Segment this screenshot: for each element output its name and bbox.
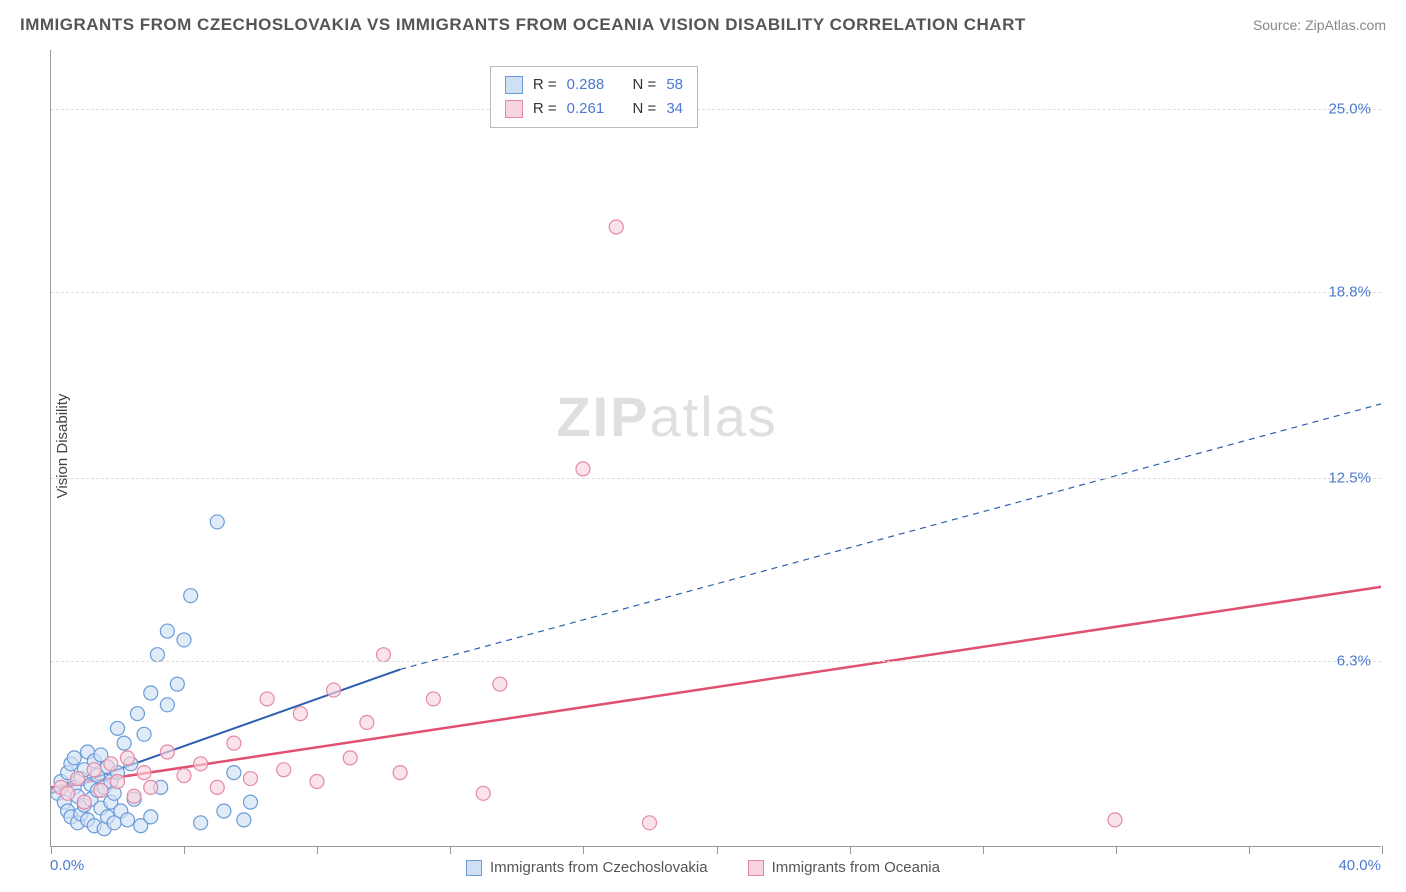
- stats-row: R = 0.288 N = 58: [505, 73, 683, 97]
- data-point: [576, 462, 590, 476]
- n-value: 58: [666, 73, 683, 97]
- series-swatch: [505, 100, 523, 118]
- data-point: [160, 698, 174, 712]
- n-label: N =: [633, 97, 657, 121]
- data-point: [144, 810, 158, 824]
- data-point: [130, 707, 144, 721]
- data-point: [144, 686, 158, 700]
- data-point: [137, 766, 151, 780]
- gridline: [51, 292, 1381, 293]
- data-point: [277, 763, 291, 777]
- data-point: [160, 745, 174, 759]
- data-point: [210, 780, 224, 794]
- data-point: [426, 692, 440, 706]
- data-point: [1108, 813, 1122, 827]
- series-swatch: [748, 860, 764, 876]
- x-tick: [983, 846, 984, 854]
- data-point: [111, 721, 125, 735]
- x-tick: [1382, 846, 1383, 854]
- data-point: [293, 707, 307, 721]
- chart-plot-area: ZIPatlas R = 0.288 N = 58 R = 0.261 N = …: [50, 50, 1381, 847]
- x-tick: [1116, 846, 1117, 854]
- x-tick: [51, 846, 52, 854]
- series-swatch: [466, 860, 482, 876]
- data-point: [61, 786, 75, 800]
- legend-label: Immigrants from Oceania: [772, 859, 940, 876]
- correlation-stats-box: R = 0.288 N = 58 R = 0.261 N = 34: [490, 66, 698, 128]
- data-point: [609, 220, 623, 234]
- gridline: [51, 661, 1381, 662]
- data-point: [144, 780, 158, 794]
- data-point: [217, 804, 231, 818]
- y-tick-label: 25.0%: [1328, 101, 1371, 118]
- data-point: [237, 813, 251, 827]
- r-value: 0.261: [567, 97, 605, 121]
- data-point: [476, 786, 490, 800]
- y-tick-label: 18.8%: [1328, 284, 1371, 301]
- legend-item: Immigrants from Czechoslovakia: [466, 859, 708, 876]
- r-label: R =: [533, 97, 557, 121]
- data-point: [111, 775, 125, 789]
- y-tick-label: 6.3%: [1337, 653, 1371, 670]
- data-point: [170, 677, 184, 691]
- x-tick: [184, 846, 185, 854]
- scatter-plot-svg: [51, 50, 1381, 846]
- trend-line: [51, 587, 1381, 788]
- data-point: [67, 751, 81, 765]
- x-tick: [717, 846, 718, 854]
- data-point: [642, 816, 656, 830]
- gridline: [51, 109, 1381, 110]
- data-point: [87, 763, 101, 777]
- series-swatch: [505, 76, 523, 94]
- data-point: [117, 736, 131, 750]
- data-point: [210, 515, 224, 529]
- x-tick: [850, 846, 851, 854]
- data-point: [177, 769, 191, 783]
- data-point: [244, 772, 258, 786]
- data-point: [260, 692, 274, 706]
- n-value: 34: [666, 97, 683, 121]
- data-point: [227, 736, 241, 750]
- data-point: [327, 683, 341, 697]
- data-point: [343, 751, 357, 765]
- data-point: [493, 677, 507, 691]
- data-point: [120, 813, 134, 827]
- trend-line-extrapolated: [400, 404, 1381, 669]
- y-tick-label: 12.5%: [1328, 470, 1371, 487]
- x-tick: [1249, 846, 1250, 854]
- x-tick: [450, 846, 451, 854]
- data-point: [150, 648, 164, 662]
- data-point: [244, 795, 258, 809]
- chart-legend: Immigrants from Czechoslovakia Immigrants…: [0, 859, 1406, 876]
- data-point: [227, 766, 241, 780]
- data-point: [127, 789, 141, 803]
- n-label: N =: [633, 73, 657, 97]
- data-point: [160, 624, 174, 638]
- data-point: [184, 589, 198, 603]
- data-point: [177, 633, 191, 647]
- chart-source: Source: ZipAtlas.com: [1253, 17, 1386, 33]
- r-label: R =: [533, 73, 557, 97]
- data-point: [77, 795, 91, 809]
- data-point: [393, 766, 407, 780]
- data-point: [137, 727, 151, 741]
- chart-title: IMMIGRANTS FROM CZECHOSLOVAKIA VS IMMIGR…: [20, 15, 1026, 35]
- r-value: 0.288: [567, 73, 605, 97]
- data-point: [104, 757, 118, 771]
- x-tick: [317, 846, 318, 854]
- data-point: [360, 716, 374, 730]
- data-point: [71, 772, 85, 786]
- data-point: [94, 783, 108, 797]
- data-point: [310, 775, 324, 789]
- stats-row: R = 0.261 N = 34: [505, 97, 683, 121]
- data-point: [120, 751, 134, 765]
- data-point: [376, 648, 390, 662]
- data-point: [194, 816, 208, 830]
- gridline: [51, 478, 1381, 479]
- x-tick: [583, 846, 584, 854]
- legend-label: Immigrants from Czechoslovakia: [490, 859, 708, 876]
- chart-header: IMMIGRANTS FROM CZECHOSLOVAKIA VS IMMIGR…: [20, 15, 1386, 35]
- data-point: [194, 757, 208, 771]
- legend-item: Immigrants from Oceania: [748, 859, 940, 876]
